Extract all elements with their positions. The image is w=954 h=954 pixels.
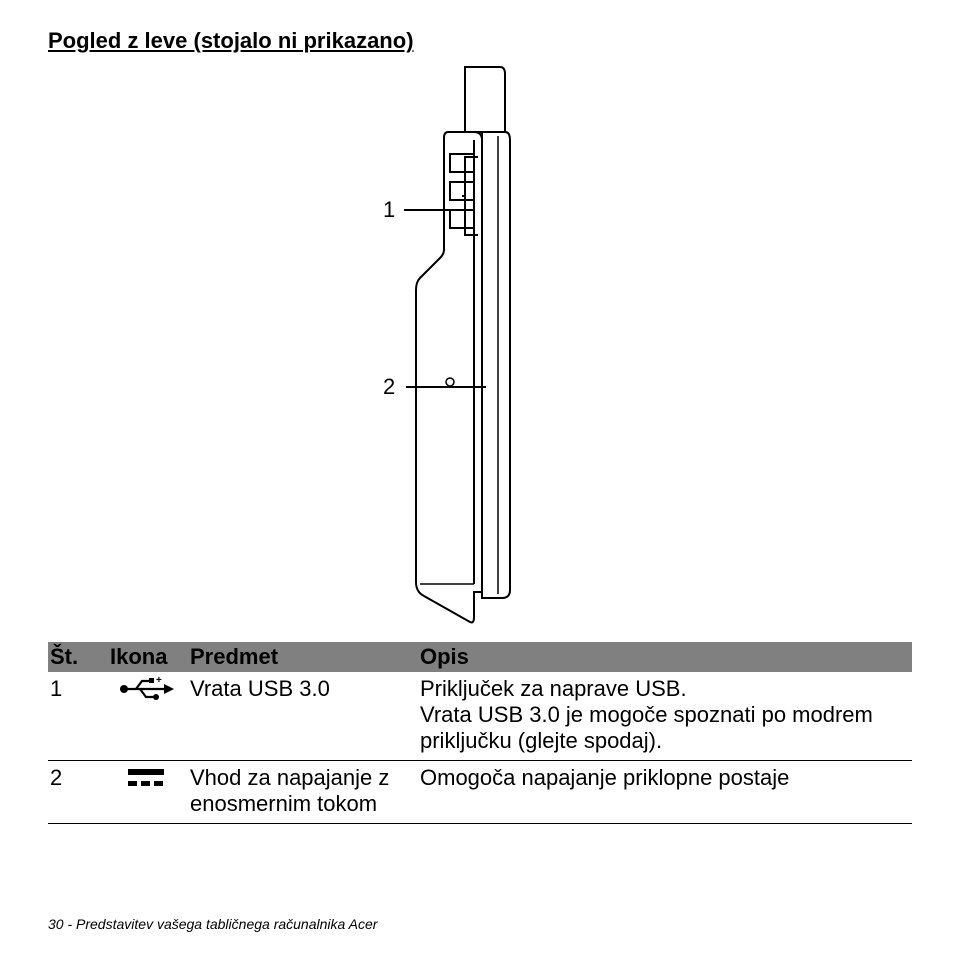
dc-power-icon	[124, 765, 168, 789]
cell-opis-1: Priključek za naprave USB. Vrata USB 3.0…	[418, 672, 912, 761]
callout-2-line	[406, 386, 486, 388]
cell-pred-2: Vhod za napajanje z enosmernim tokom	[188, 761, 418, 824]
callout-2-label: 2	[383, 374, 395, 400]
device-diagram: 1 2	[48, 62, 912, 642]
cell-pred-1: Vrata USB 3.0	[188, 672, 418, 761]
th-icon: Ikona	[108, 642, 188, 672]
cell-icon-2	[108, 761, 188, 824]
cell-icon-1: +	[108, 672, 188, 761]
page-footer: 30 - Predstavitev vašega tabličnega raču…	[48, 916, 377, 932]
th-num: Št.	[48, 642, 108, 672]
cell-num-2: 2	[48, 761, 108, 824]
opis-1-line1: Priključek za naprave USB.	[420, 676, 687, 701]
th-pred: Predmet	[188, 642, 418, 672]
callout-1-label: 1	[383, 197, 395, 223]
usb-icon: +	[118, 676, 174, 702]
cell-num-1: 1	[48, 672, 108, 761]
table-row: 2 Vhod za napajanje z enosmernim tokom O…	[48, 761, 912, 824]
cell-opis-2: Omogoča napajanje priklopne postaje	[418, 761, 912, 824]
opis-1-line2: Vrata USB 3.0 je mogoče spoznati po modr…	[420, 702, 873, 753]
callout-1-line	[404, 209, 464, 211]
svg-text:+: +	[156, 676, 162, 686]
table-row: 1 + Vrata USB 3.0 Priključek za naprave …	[48, 672, 912, 761]
device-svg	[370, 62, 590, 632]
callout-1-bracket	[464, 156, 478, 236]
th-opis: Opis	[418, 642, 912, 672]
ports-table: Št. Ikona Predmet Opis 1 + Vrata US	[48, 642, 912, 824]
callout-1-bracket-mid	[462, 195, 466, 197]
table-header-row: Št. Ikona Predmet Opis	[48, 642, 912, 672]
section-heading: Pogled z leve (stojalo ni prikazano)	[48, 28, 912, 54]
